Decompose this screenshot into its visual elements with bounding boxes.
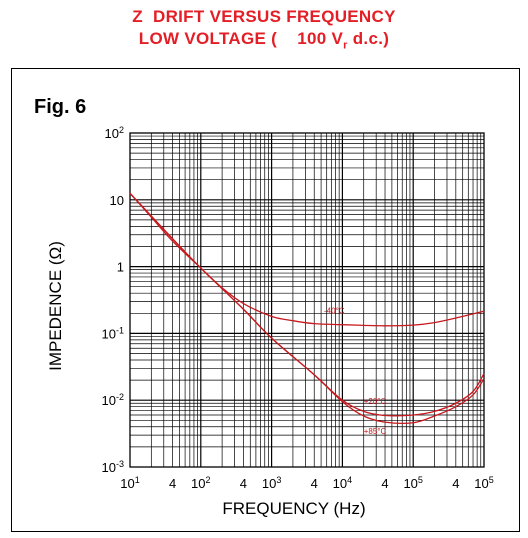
curve-label: -40°C [324,306,345,315]
figure-label: Fig. 6 [34,96,86,118]
x-tick-label: 4 [381,476,388,491]
series-line-minus40C [129,192,485,327]
y-axis-title: IMPEDENCE (Ω) [46,241,65,371]
y-tick-labels: 102 10 1 10-1 10-2 10-3 [102,125,124,475]
chart-frame [11,68,520,532]
y-tick-label: 10-2 [102,392,124,408]
title-line-2: LOW VOLTAGE ( 100 Vr d.c.) [0,28,528,56]
plot-area-border [129,132,485,468]
x-tick-label: 105 [474,475,493,491]
y-tick-label: 10-3 [102,459,124,475]
title-line-2-end: d.c.) [347,29,390,48]
x-tick-label: 103 [262,475,281,491]
x-tick-label: 101 [120,475,139,491]
x-tick-label: 4 [240,476,247,491]
curves [129,192,485,424]
title-line-2-subscript: r [343,39,348,52]
y-tick-label: 102 [105,125,124,141]
x-tick-labels: 101 4 102 4 103 4 104 4 105 4 105 [120,475,493,491]
curve-labels: -40°C +20°C +85°C [324,306,386,436]
x-tick-label: 102 [191,475,210,491]
title-line-2-main: LOW VOLTAGE ( 100 V [138,29,344,48]
curve-label: +20°C [364,397,387,406]
y-tick-label: 10-1 [102,325,124,341]
x-tick-label: 4 [169,476,176,491]
y-tick-label: 10 [110,193,124,208]
series-line-plus85C [129,192,485,424]
x-tick-label: 4 [452,476,459,491]
x-tick-label: 4 [311,476,318,491]
title-line-1: Z DRIFT VERSUS FREQUENCY [132,7,396,26]
x-tick-label: 104 [333,475,352,491]
x-tick-label: 105 [403,475,422,491]
x-axis-title: FREQUENCY (Hz) [222,499,365,518]
y-tick-label: 1 [117,260,124,275]
curve-label: +85°C [364,427,387,436]
chart-title: Z DRIFT VERSUS FREQUENCY LOW VOLTAGE ( 1… [0,6,528,56]
grid [129,132,485,468]
